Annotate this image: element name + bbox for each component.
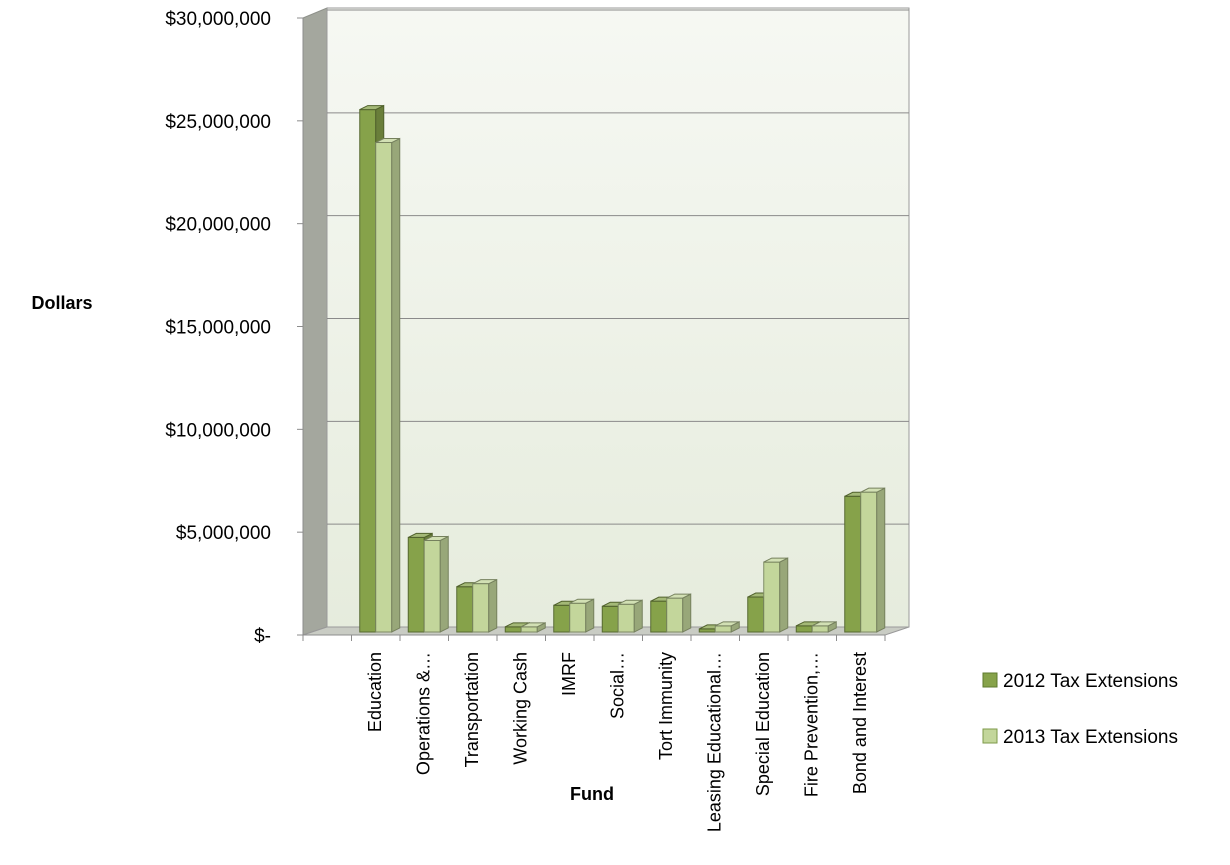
bar-2013-4 — [569, 598, 595, 633]
bar-2013-2 — [472, 578, 498, 633]
x-axis-title: Fund — [570, 784, 614, 804]
y-tick-label: $25,000,000 — [165, 112, 271, 133]
category-label: Leasing Educational… — [704, 652, 724, 832]
legend-label-2012: 2012 Tax Extensions — [1003, 671, 1178, 692]
category-label: Fire Prevention,… — [801, 652, 821, 797]
category-label: Transportation — [462, 652, 482, 767]
bar-2013-6 — [666, 593, 692, 633]
category-labels: Education Operations &… Transportation Work… — [365, 652, 870, 832]
gridlines — [327, 9, 909, 525]
legend-swatch-2012 — [982, 672, 998, 688]
y-tick-label: $10,000,000 — [165, 420, 271, 441]
category-label: IMRF — [559, 652, 579, 696]
bar-2013-5 — [617, 599, 643, 633]
category-label: Bond and Interest — [850, 652, 870, 794]
y-tick-label: $30,000,000 — [165, 9, 271, 30]
category-label: Working Cash — [510, 652, 530, 765]
category-label: Education — [365, 652, 385, 732]
bar-2013-8 — [763, 557, 789, 633]
legend-label-2013: 2013 Tax Extensions — [1003, 727, 1178, 748]
y-tick-label: $5,000,000 — [176, 523, 271, 544]
y-axis-title: Dollars — [31, 293, 92, 313]
y-tick-label: $15,000,000 — [165, 318, 271, 339]
category-label: Special Education — [753, 652, 773, 796]
y-tick-label: $- — [254, 626, 271, 647]
y-axis-ticks: $- $5,000,000 $10,000,000 $15,000,000 $20,00… — [165, 9, 303, 647]
bar-2013-7 — [714, 621, 740, 633]
category-label: Social… — [607, 652, 627, 719]
bar-2013-3 — [520, 622, 546, 633]
bar-2013-10 — [860, 487, 886, 633]
x-axis-ticks — [302, 635, 886, 641]
y-tick-label: $20,000,000 — [165, 215, 271, 236]
category-label: Operations &… — [413, 652, 433, 775]
bar-2013-9 — [811, 621, 837, 633]
bars — [359, 104, 886, 633]
side-wall — [302, 7, 328, 636]
bar-2013-1 — [423, 535, 449, 633]
bar-2013-0 — [375, 137, 401, 633]
category-label: Tort Immunity — [656, 652, 676, 760]
legend-swatch-2013 — [982, 728, 998, 744]
legend: 2012 Tax Extensions 2013 Tax Extensions — [982, 671, 1178, 748]
